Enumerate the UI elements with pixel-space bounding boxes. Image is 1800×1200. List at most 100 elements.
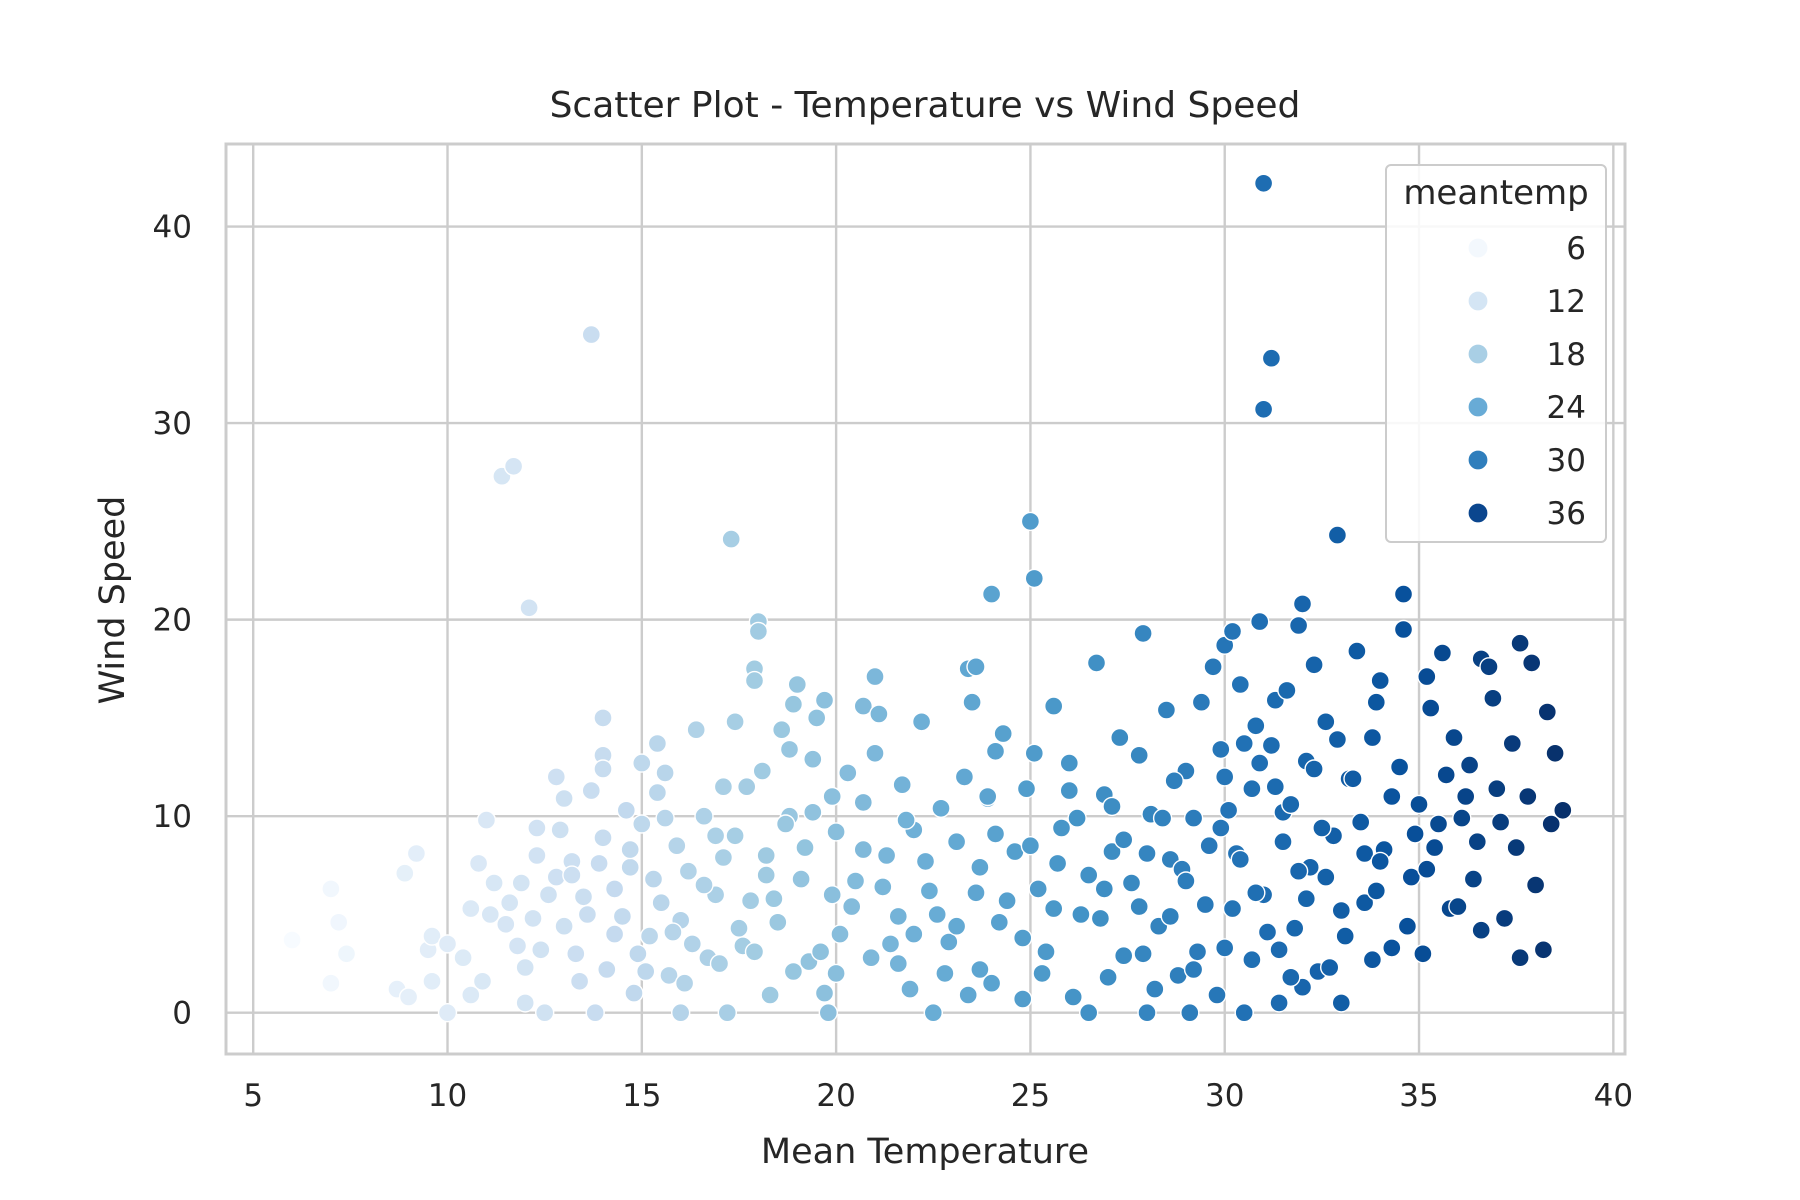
data-point	[756, 845, 776, 866]
data-point	[1327, 729, 1348, 750]
data-point	[1043, 898, 1064, 919]
data-point	[1152, 808, 1173, 828]
data-point	[585, 1003, 605, 1023]
data-point	[1261, 735, 1282, 756]
data-point	[962, 692, 982, 712]
data-point	[581, 780, 601, 801]
data-point	[935, 963, 955, 984]
data-point	[655, 763, 675, 783]
data-point	[647, 733, 668, 754]
data-point	[900, 979, 920, 999]
data-point	[830, 924, 850, 944]
data-point	[1370, 670, 1390, 691]
data-point	[807, 708, 827, 728]
data-point	[1024, 568, 1045, 589]
data-point	[845, 871, 866, 891]
data-point	[1510, 948, 1530, 968]
data-point	[437, 1003, 458, 1023]
data-point	[1370, 851, 1390, 872]
data-point	[1335, 926, 1355, 946]
data-point	[1094, 879, 1115, 899]
x-tick-label: 25	[1011, 1078, 1050, 1114]
data-point	[989, 912, 1009, 932]
data-point	[822, 786, 842, 807]
data-point	[1211, 739, 1231, 760]
data-point	[577, 904, 598, 925]
x-tick-label: 35	[1399, 1078, 1438, 1114]
data-point	[997, 891, 1017, 911]
data-point	[1350, 812, 1371, 832]
data-point	[1102, 796, 1122, 817]
data-point	[1316, 712, 1336, 732]
data-point	[682, 934, 702, 954]
data-point	[1277, 680, 1297, 701]
data-point	[737, 777, 757, 797]
data-point	[853, 839, 873, 860]
data-point	[329, 912, 349, 932]
data-point	[321, 879, 341, 899]
data-point	[593, 828, 613, 848]
data-point	[1467, 832, 1488, 852]
data-point	[1319, 957, 1340, 978]
data-point	[1284, 918, 1305, 938]
data-point	[1047, 853, 1068, 874]
data-point	[1362, 950, 1383, 970]
data-point	[1113, 830, 1134, 850]
data-point	[538, 885, 559, 905]
data-point	[1304, 655, 1324, 675]
data-point	[1521, 653, 1542, 673]
data-point	[511, 873, 531, 893]
data-point	[1249, 753, 1270, 773]
data-point	[1401, 867, 1422, 887]
data-point	[888, 906, 908, 927]
y-axis-label: Wind Speed	[93, 496, 133, 705]
data-point	[795, 837, 815, 858]
data-point	[1222, 898, 1243, 919]
data-point	[1218, 800, 1239, 820]
data-point	[616, 800, 636, 820]
data-point	[1234, 733, 1254, 754]
data-point	[1036, 942, 1056, 962]
data-point	[507, 936, 528, 956]
legend-box	[1385, 164, 1607, 543]
legend-marker	[1467, 396, 1489, 418]
data-point	[1078, 1003, 1099, 1023]
data-point	[1063, 987, 1083, 1007]
data-point	[1269, 993, 1289, 1013]
data-point	[1028, 879, 1048, 899]
data-point	[1409, 794, 1429, 815]
data-point	[946, 916, 967, 936]
data-point	[1133, 944, 1153, 964]
data-point	[632, 753, 652, 773]
data-point	[853, 696, 873, 716]
data-point	[1281, 967, 1301, 987]
data-point	[437, 934, 458, 954]
data-point	[752, 761, 772, 781]
data-point	[826, 822, 846, 842]
data-point	[822, 885, 842, 905]
data-point	[1405, 824, 1425, 844]
data-point	[1393, 619, 1414, 640]
data-point	[1479, 657, 1499, 677]
data-point	[476, 810, 497, 830]
data-point	[1281, 794, 1301, 815]
legend-label: 30	[1547, 443, 1586, 479]
data-point	[1366, 881, 1387, 901]
data-point	[1207, 985, 1227, 1005]
data-point	[1288, 615, 1309, 636]
x-tick-label: 40	[1594, 1078, 1633, 1114]
data-point	[620, 839, 640, 860]
legend-label: 24	[1547, 390, 1586, 426]
data-point	[667, 836, 687, 856]
data-point	[639, 926, 660, 946]
legend-title: meantemp	[1403, 173, 1588, 213]
data-point	[985, 741, 1006, 761]
data-point	[993, 723, 1013, 744]
data-point	[1102, 841, 1122, 862]
data-point	[1098, 967, 1118, 987]
data-point	[803, 749, 823, 769]
data-point	[1214, 938, 1235, 958]
data-point	[1261, 348, 1282, 368]
data-point	[814, 983, 835, 1003]
legend-label: 18	[1547, 337, 1586, 373]
